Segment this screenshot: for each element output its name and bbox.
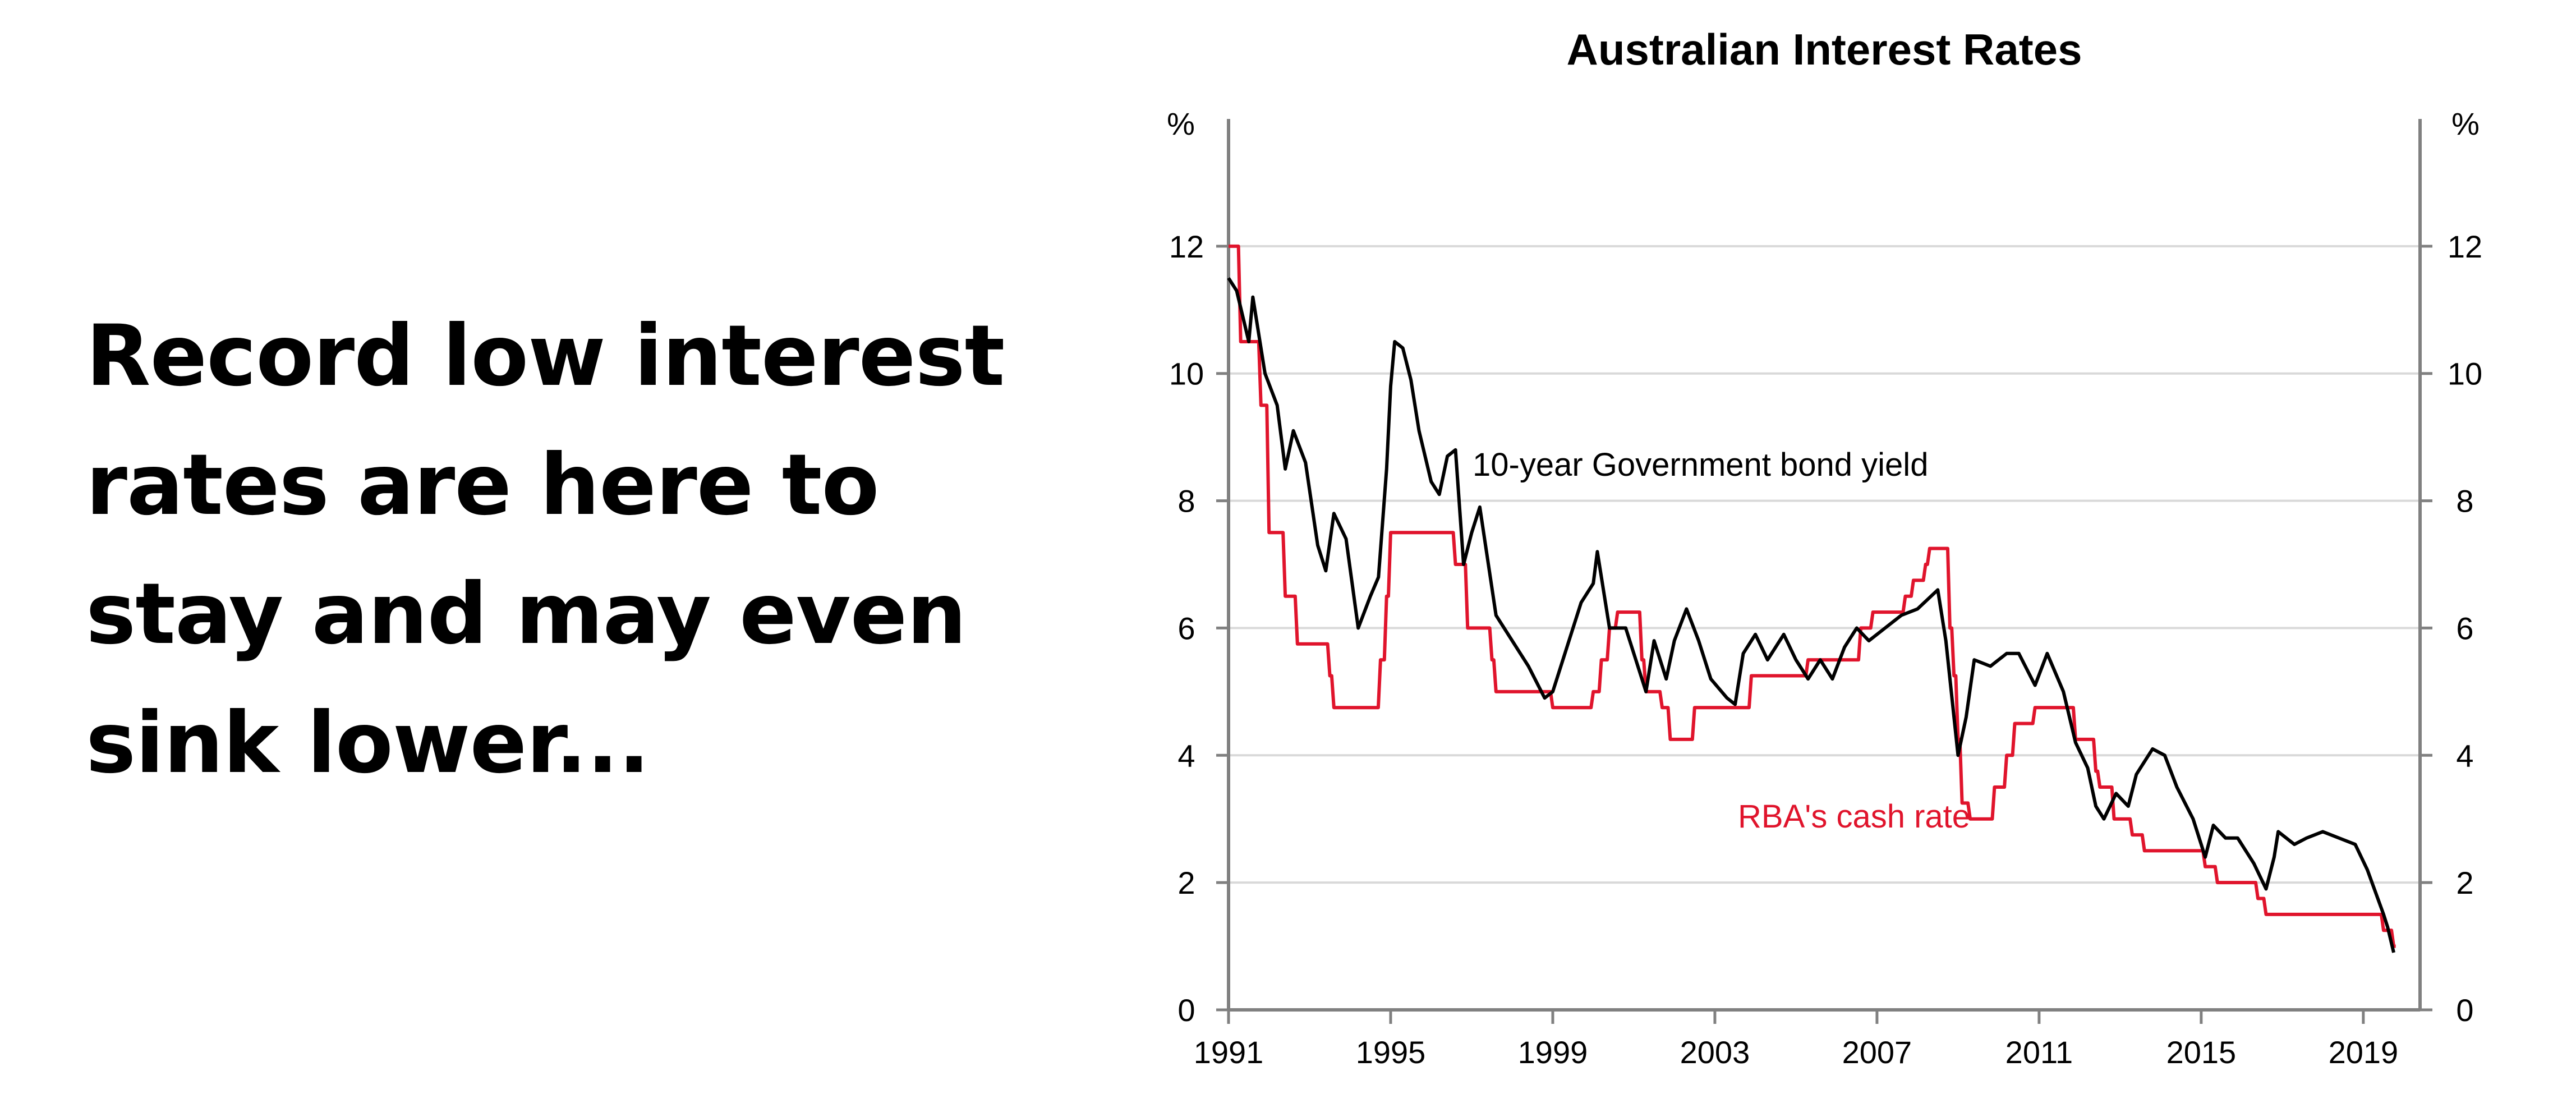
y-tick-label-right: 0 <box>2456 992 2473 1028</box>
x-tick-label: 1999 <box>1518 1035 1588 1070</box>
x-tick-label: 2007 <box>1842 1035 1912 1070</box>
y-tick-label-right: 6 <box>2456 610 2473 646</box>
cash-rate-annotation: RBA's cash rate <box>1738 798 1970 835</box>
x-tick-label: 2003 <box>1680 1035 1750 1070</box>
y-tick-label-right: 8 <box>2456 484 2473 519</box>
y-tick-label-left: 0 <box>1177 992 1195 1028</box>
x-tick-label: 2019 <box>2329 1035 2399 1070</box>
y-tick-label-left: 6 <box>1177 610 1195 646</box>
bond-yield-line <box>1227 277 2395 953</box>
y-tick-label-left: 10 <box>1169 356 1204 392</box>
x-tick-label: 1995 <box>1356 1035 1426 1070</box>
y-tick-label-left: 8 <box>1177 484 1195 519</box>
headline: Record low interest rates are here to st… <box>86 307 1005 792</box>
y-tick-label-right: 2 <box>2456 865 2473 900</box>
x-tick-label: 2015 <box>2166 1035 2237 1070</box>
y-tick-label-right: 10 <box>2448 356 2482 392</box>
y-tick-label-left: 12 <box>1169 229 1204 264</box>
y-tick-label-right: 4 <box>2456 738 2473 773</box>
x-tick-label: 1991 <box>1194 1035 1264 1070</box>
x-tick-label: 2011 <box>2005 1035 2073 1070</box>
bond-yield-annotation: 10-year Government bond yield <box>1473 447 1928 483</box>
y-axis-label-right: % <box>2451 106 2480 141</box>
y-axis-label-left: % <box>1167 106 1195 141</box>
y-tick-label-left: 4 <box>1177 738 1195 773</box>
axes: 0 0 2 2 4 4 6 6 8 8 10 10 12 12 1991 1995 1999 2003 2007 20… <box>1169 119 2482 1070</box>
y-tick-label-left: 2 <box>1177 865 1195 900</box>
gridlines <box>1229 245 2420 884</box>
cash-rate-line <box>1229 244 2396 948</box>
y-tick-label-right: 12 <box>2448 229 2482 264</box>
series-lines <box>1227 244 2396 953</box>
chart-title: Australian Interest Rates <box>1567 25 2082 74</box>
